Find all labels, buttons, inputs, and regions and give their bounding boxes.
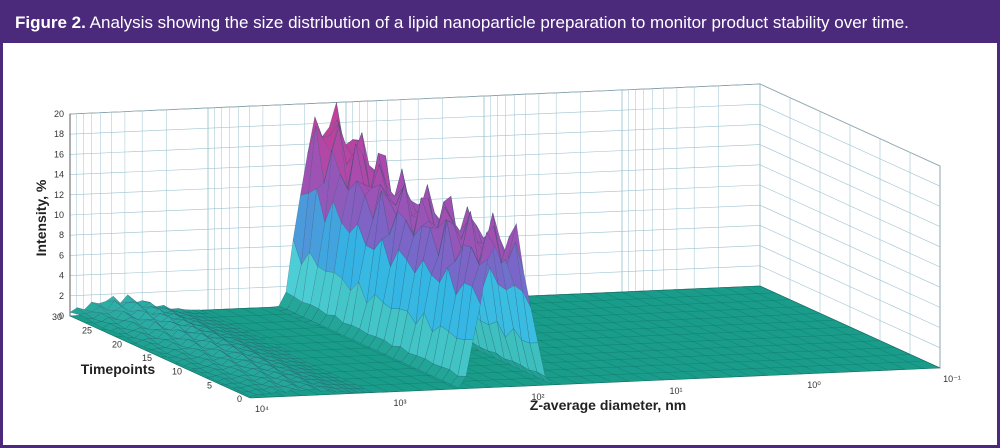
z-tick-label: 10 [54, 210, 64, 220]
z-tick-label: 0 [59, 311, 64, 321]
x-axis-title: Z-average diameter, nm [530, 397, 686, 413]
surface-cell [356, 388, 373, 393]
z-tick-label: 20 [54, 109, 64, 119]
z-tick-label: 12 [54, 190, 64, 200]
z-tick-label: 16 [54, 149, 64, 159]
y-tick-label: 30 [52, 312, 62, 322]
y-tick-label: 0 [237, 394, 242, 404]
z-tick-label: 14 [54, 170, 64, 180]
surface-cell [536, 371, 553, 385]
y-tick-label: 25 [82, 326, 92, 336]
x-tick-label: 10⁻¹ [943, 374, 961, 384]
z-axis-title: Intensity, % [33, 179, 49, 256]
y-tick-label: 20 [112, 339, 122, 349]
figure-caption: Figure 2. Analysis showing the size dist… [3, 3, 997, 43]
z-tick-label: 6 [59, 250, 64, 260]
x-tick-label: 10² [531, 392, 544, 402]
grid-line [69, 144, 761, 175]
x-tick-label: 10⁰ [807, 380, 821, 390]
z-tick-label: 2 [59, 291, 64, 301]
grid-line [69, 184, 761, 216]
chart-surface [69, 102, 553, 397]
grid-line [69, 83, 761, 115]
figure-caption-label: Figure 2. [15, 13, 86, 32]
z-tick-label: 4 [59, 271, 64, 281]
z-tick-label: 18 [54, 129, 64, 139]
y-tick-label: 5 [207, 380, 212, 390]
grid-line [69, 124, 761, 155]
y-axis-title: Timepoints [81, 361, 156, 377]
x-tick-label: 10¹ [669, 386, 682, 396]
y-tick-label: 10 [172, 367, 182, 377]
x-tick-label: 10⁴ [255, 404, 269, 414]
grid-line [69, 103, 761, 135]
y-tick-label: 15 [142, 353, 152, 363]
surface-cell [249, 335, 266, 341]
z-tick-label: 8 [59, 230, 64, 240]
surface-cell [274, 347, 290, 352]
x-tick-label: 10³ [393, 398, 406, 408]
figure-caption-text: Analysis showing the size distribution o… [89, 13, 909, 32]
grid-line [69, 164, 761, 196]
chart-labels: 0 2 4 6 8 10 12 14 16 18 20 0 5 10 15 20 25 30 10⁴ 10³ 10² 10… [33, 109, 961, 414]
